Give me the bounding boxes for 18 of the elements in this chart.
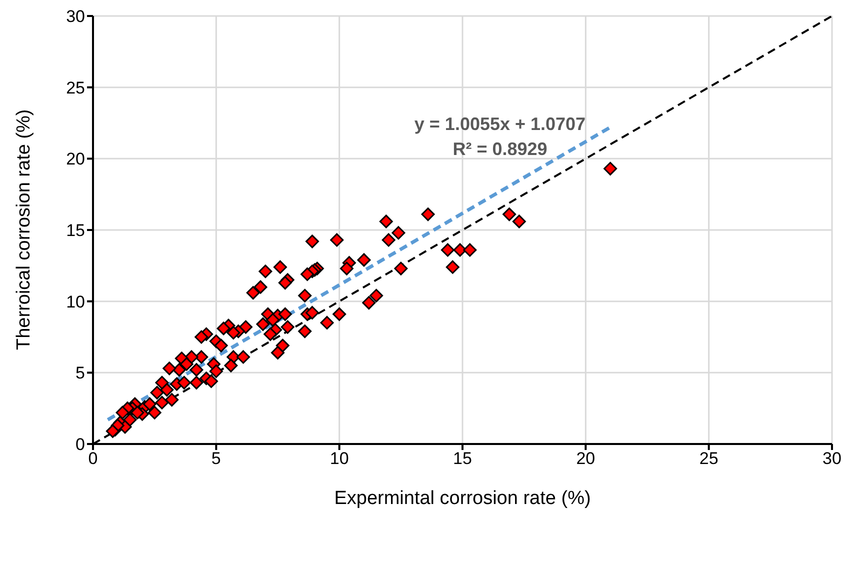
x-tick-label: 25 [699,449,718,468]
x-axis-title: Expermintal corrosion rate (%) [334,488,591,509]
x-tick-label: 20 [576,449,596,468]
x-tick-label: 10 [330,449,349,468]
y-tick-label: 0 [76,435,85,454]
x-tick-label: 30 [822,449,842,468]
annotation: R² = 0.8929 [452,138,548,161]
y-tick-label: 25 [66,78,85,98]
y-tick-label: 20 [66,150,85,169]
x-tick-label: 15 [453,449,472,468]
y-tick-label: 5 [76,364,85,383]
y-tick-label: 30 [66,7,85,26]
y-tick-label: 10 [66,292,85,312]
x-tick-label: 0 [88,449,98,468]
x-tick-label: 5 [211,449,221,468]
y-tick-label: 15 [66,221,85,240]
y-axis-title: Therroical corrosion rate (%) [14,109,35,350]
annotation: y = 1.0055x + 1.0707 [413,113,587,136]
